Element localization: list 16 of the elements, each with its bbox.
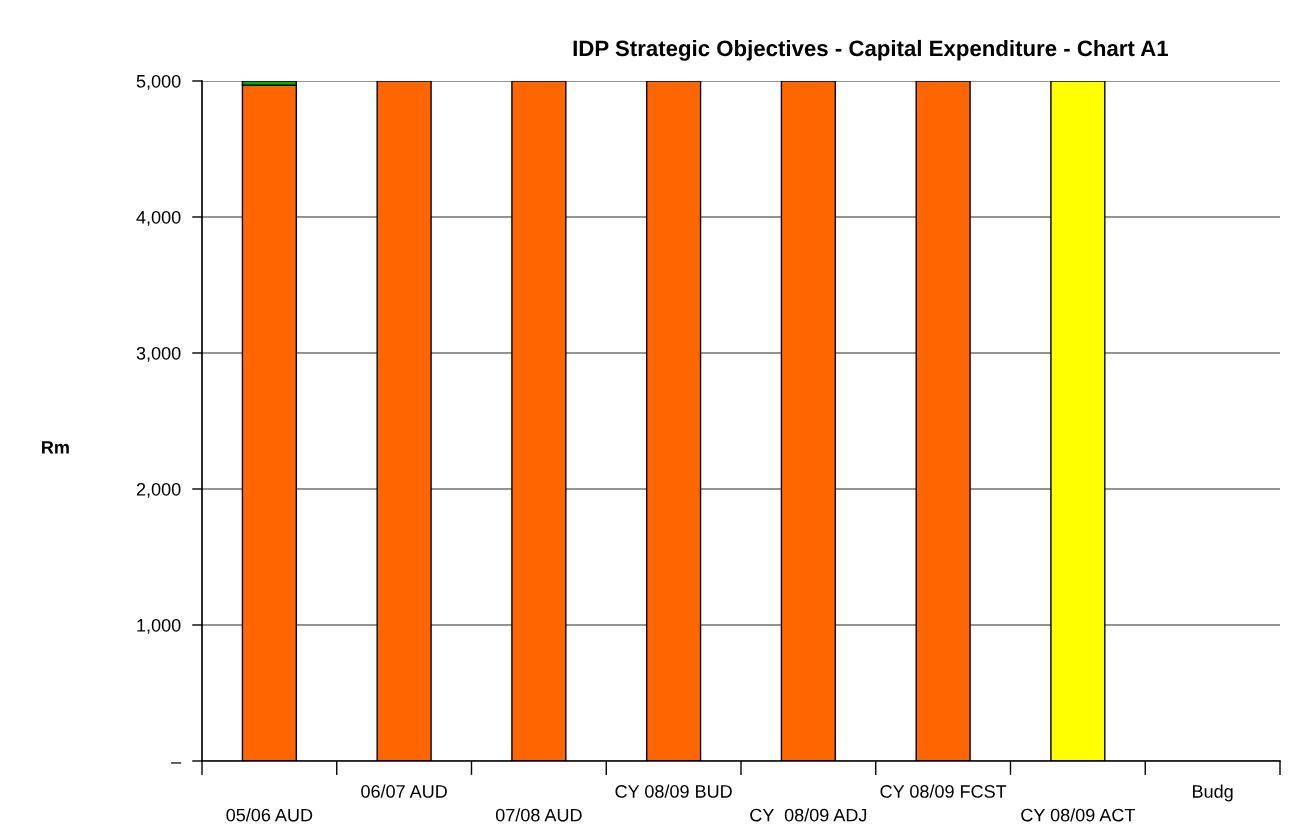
y-axis-title: Rm [42,441,69,454]
x-tick-label: CY 08/09 BUD [615,784,732,798]
x-tick-label: CY 08/09 FCST [880,784,1007,798]
y-tick-label: 2,000 [136,482,181,498]
x-tick-label: CY 08/09 ACT [1021,808,1136,822]
y-tick-label: 4,000 [136,210,181,226]
y-tick-label: 5,000 [136,74,181,90]
chart-title: IDP Strategic Objectives - Capital Expenditure - Chart A1 [573,39,1168,61]
x-tick-label: 07/08 AUD [495,808,582,822]
x-tick-label: CY 08/09 ADJ [750,808,867,822]
x-tick-label: 05/06 AUD [226,808,313,822]
y-tick-label: 3,000 [136,346,181,362]
x-tick-label: Budg [1193,784,1233,802]
y-tick-label: 1,000 [137,618,181,634]
x-tick-label: 06/07 AUD [361,784,447,798]
y-tick-label: – [171,762,182,764]
